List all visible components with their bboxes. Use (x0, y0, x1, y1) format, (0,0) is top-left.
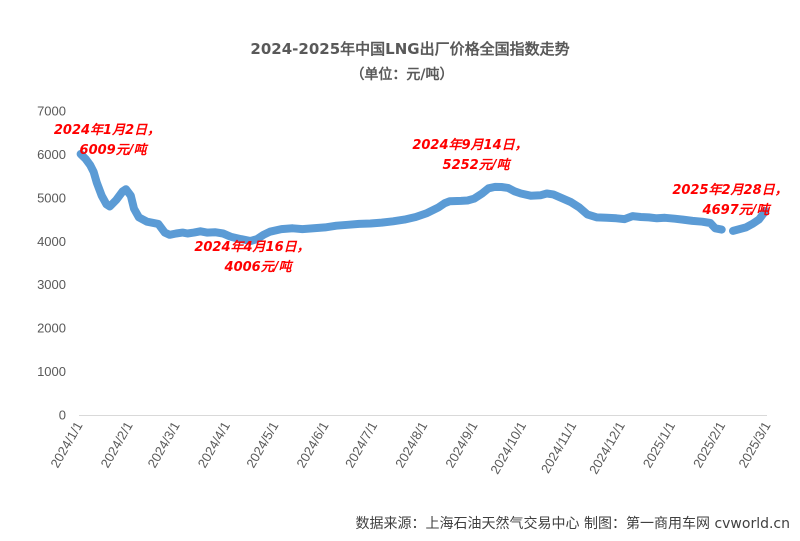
x-tick-label: 2024/6/1 (293, 419, 331, 470)
y-tick-label: 5000 (37, 190, 66, 205)
y-tick-label: 2000 (37, 321, 66, 336)
series-line (729, 207, 770, 235)
x-tick-label: 2024/7/1 (342, 419, 380, 470)
annotation-label: 2024年9月14日， 5252元/吨 (412, 137, 527, 173)
y-tick-label: 7000 (37, 104, 66, 119)
y-tick-label: 0 (59, 408, 66, 423)
series-line (76, 150, 726, 245)
x-tick-label: 2024/5/1 (243, 419, 281, 470)
x-tick-label: 2024/8/1 (392, 419, 430, 470)
x-tick-label: 2025/3/1 (735, 419, 773, 470)
x-tick-label: 2024/12/1 (586, 419, 628, 477)
x-tick-label: 2024/9/1 (442, 419, 480, 470)
x-tick-label: 2024/3/1 (144, 419, 182, 470)
x-tick-label: 2024/4/1 (195, 419, 233, 470)
annotation-label: 2024年1月2日， 6009元/吨 (54, 122, 160, 158)
x-tick-label: 2024/2/1 (97, 419, 135, 470)
x-tick-label: 2025/2/1 (690, 419, 728, 470)
annotations: 2024年1月2日， 6009元/吨 2024年4月16日， 4006元/吨 2024年… (54, 122, 788, 275)
x-tick-label: 2024/11/1 (538, 419, 579, 476)
y-tick-label: 6000 (37, 147, 66, 162)
chart-title: 2024-2025年中国LNG出厂价格全国指数走势 (250, 40, 569, 58)
y-tick-label: 4000 (37, 234, 66, 249)
x-tick-label: 2025/1/1 (640, 419, 678, 470)
x-tick-label: 2024/1/1 (47, 419, 85, 470)
annotation-label: 2024年4月16日， 4006元/吨 (194, 239, 309, 275)
data-source-note: 数据来源：上海石油天然气交易中心 制图：第一商用车网 cvworld.cn (356, 515, 790, 532)
x-axis: 2024/1/1 2024/2/1 2024/3/1 2024/4/1 2024/5/1… (47, 415, 774, 477)
y-tick-label: 1000 (37, 364, 66, 379)
chart-subtitle: （单位：元/吨） (350, 66, 453, 83)
price-series (76, 150, 770, 245)
annotation-label: 2025年2月28日， 4697元/吨 (672, 182, 787, 218)
y-axis: 0 1000 2000 3000 4000 5000 6000 7000 (37, 104, 66, 423)
x-tick-label: 2024/10/1 (487, 419, 529, 477)
y-tick-label: 3000 (37, 277, 66, 292)
